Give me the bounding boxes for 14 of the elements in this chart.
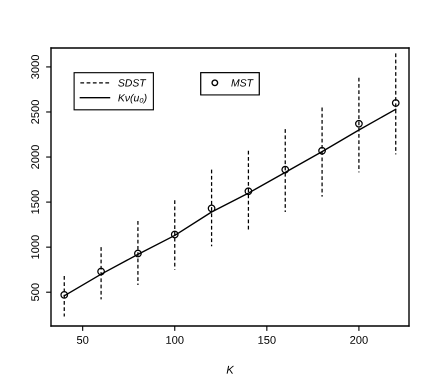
x-tick-label: 200 [350, 336, 368, 344]
y-tick-label: 3000 [31, 55, 40, 79]
legend-label: Kν(u₀) [118, 94, 147, 104]
legend-label: MST [231, 79, 254, 87]
x-tick-label: 50 [76, 336, 88, 344]
annotation: SDST [118, 79, 146, 87]
x-tick-label: 100 [166, 336, 184, 344]
y-tick-label: 2000 [31, 145, 40, 169]
y-tick-label: 1500 [31, 190, 40, 214]
y-tick-label: 1000 [31, 235, 40, 259]
x-axis-title: K [226, 366, 234, 374]
y-tick-label: 500 [31, 283, 40, 302]
x-tick-label: 150 [258, 336, 276, 344]
y-tick-label: 2500 [31, 100, 40, 124]
